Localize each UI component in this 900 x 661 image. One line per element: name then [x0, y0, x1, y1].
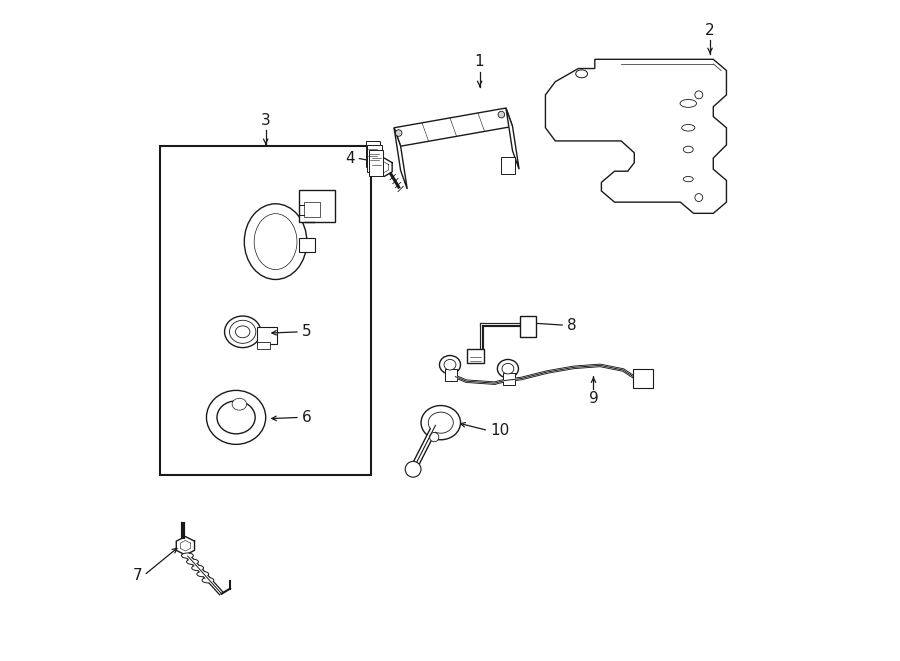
Ellipse shape	[681, 124, 695, 131]
Bar	[299, 239, 315, 252]
Ellipse shape	[254, 214, 297, 270]
Ellipse shape	[428, 412, 454, 433]
Bar	[369, 150, 383, 176]
Bar	[633, 369, 652, 389]
Polygon shape	[394, 108, 512, 146]
Bar	[365, 141, 380, 167]
Text: 9: 9	[589, 391, 598, 406]
Bar	[445, 369, 456, 381]
Text: 4: 4	[345, 151, 355, 165]
Ellipse shape	[206, 391, 266, 444]
Circle shape	[429, 432, 439, 442]
Polygon shape	[506, 108, 519, 169]
Text: 5: 5	[302, 325, 311, 339]
Ellipse shape	[680, 99, 697, 107]
Ellipse shape	[236, 326, 250, 338]
Ellipse shape	[683, 176, 693, 182]
Text: 3: 3	[261, 113, 271, 128]
Bar	[367, 145, 382, 172]
Ellipse shape	[439, 356, 461, 374]
Ellipse shape	[202, 578, 214, 583]
Ellipse shape	[421, 406, 461, 440]
Circle shape	[395, 130, 402, 136]
Bar	[257, 327, 277, 344]
Circle shape	[695, 91, 703, 98]
Ellipse shape	[225, 316, 261, 348]
Bar	[257, 342, 270, 349]
Circle shape	[695, 194, 703, 202]
Circle shape	[405, 461, 421, 477]
Bar	[160, 146, 371, 475]
Text: 8: 8	[567, 318, 577, 332]
Text: 10: 10	[491, 423, 510, 438]
Bar	[304, 202, 320, 217]
Ellipse shape	[683, 146, 693, 153]
Ellipse shape	[502, 364, 514, 374]
Bar	[501, 157, 515, 174]
Ellipse shape	[182, 553, 194, 559]
Bar	[299, 190, 335, 222]
Text: 6: 6	[302, 410, 311, 425]
Text: 2: 2	[706, 22, 715, 38]
Polygon shape	[376, 158, 392, 176]
Ellipse shape	[230, 321, 256, 343]
Text: 7: 7	[132, 568, 142, 583]
Ellipse shape	[232, 399, 247, 410]
Text: 1: 1	[475, 54, 484, 69]
Bar	[503, 373, 515, 385]
Ellipse shape	[244, 204, 307, 280]
Polygon shape	[394, 128, 407, 189]
Ellipse shape	[192, 565, 203, 570]
Ellipse shape	[217, 401, 256, 434]
Ellipse shape	[186, 559, 198, 564]
Ellipse shape	[576, 70, 588, 78]
Circle shape	[498, 111, 505, 118]
Bar	[467, 349, 483, 364]
Ellipse shape	[197, 572, 209, 577]
Polygon shape	[545, 59, 726, 214]
Ellipse shape	[498, 360, 518, 378]
Polygon shape	[176, 537, 194, 555]
Bar	[520, 316, 536, 337]
Ellipse shape	[444, 360, 456, 370]
